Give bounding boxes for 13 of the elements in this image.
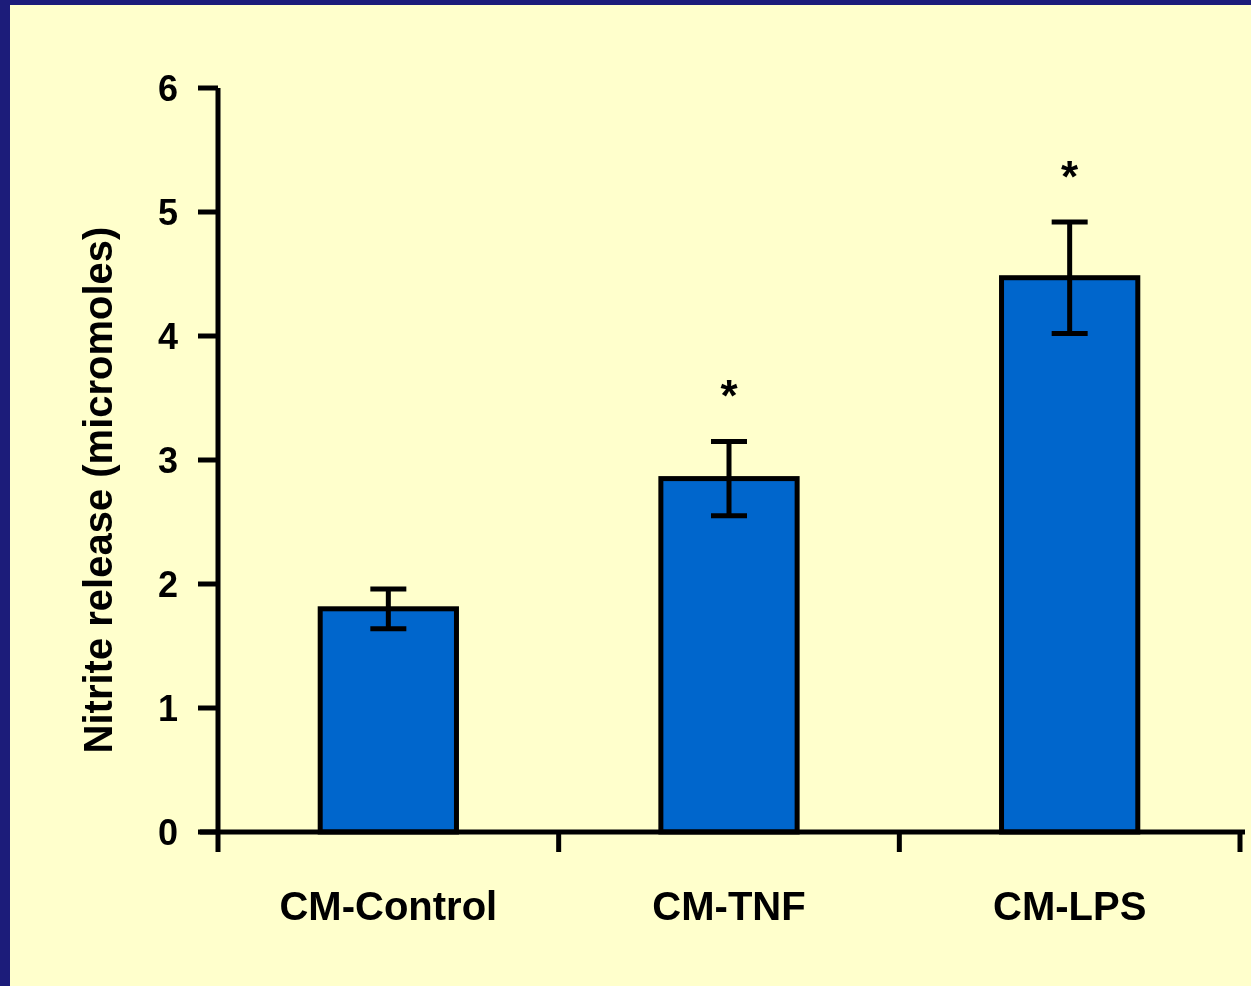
annotation: * [1061,151,1080,201]
y-tick-label: 3 [157,439,178,481]
y-tick-label: 1 [157,687,178,729]
y-tick-label: 5 [157,191,178,233]
annotation: * [720,371,739,421]
y-axis-title: Nitrite release (micromoles) [76,226,120,754]
x-tick-label: CM-LPS [993,884,1147,928]
y-tick-label: 0 [157,811,178,853]
y-tick-label: 4 [157,315,178,357]
x-tick-label: CM-Control [279,884,498,928]
x-tick-label: CM-TNF [652,884,806,928]
y-tick-label: 6 [157,67,178,109]
y-tick-label: 2 [157,563,178,605]
